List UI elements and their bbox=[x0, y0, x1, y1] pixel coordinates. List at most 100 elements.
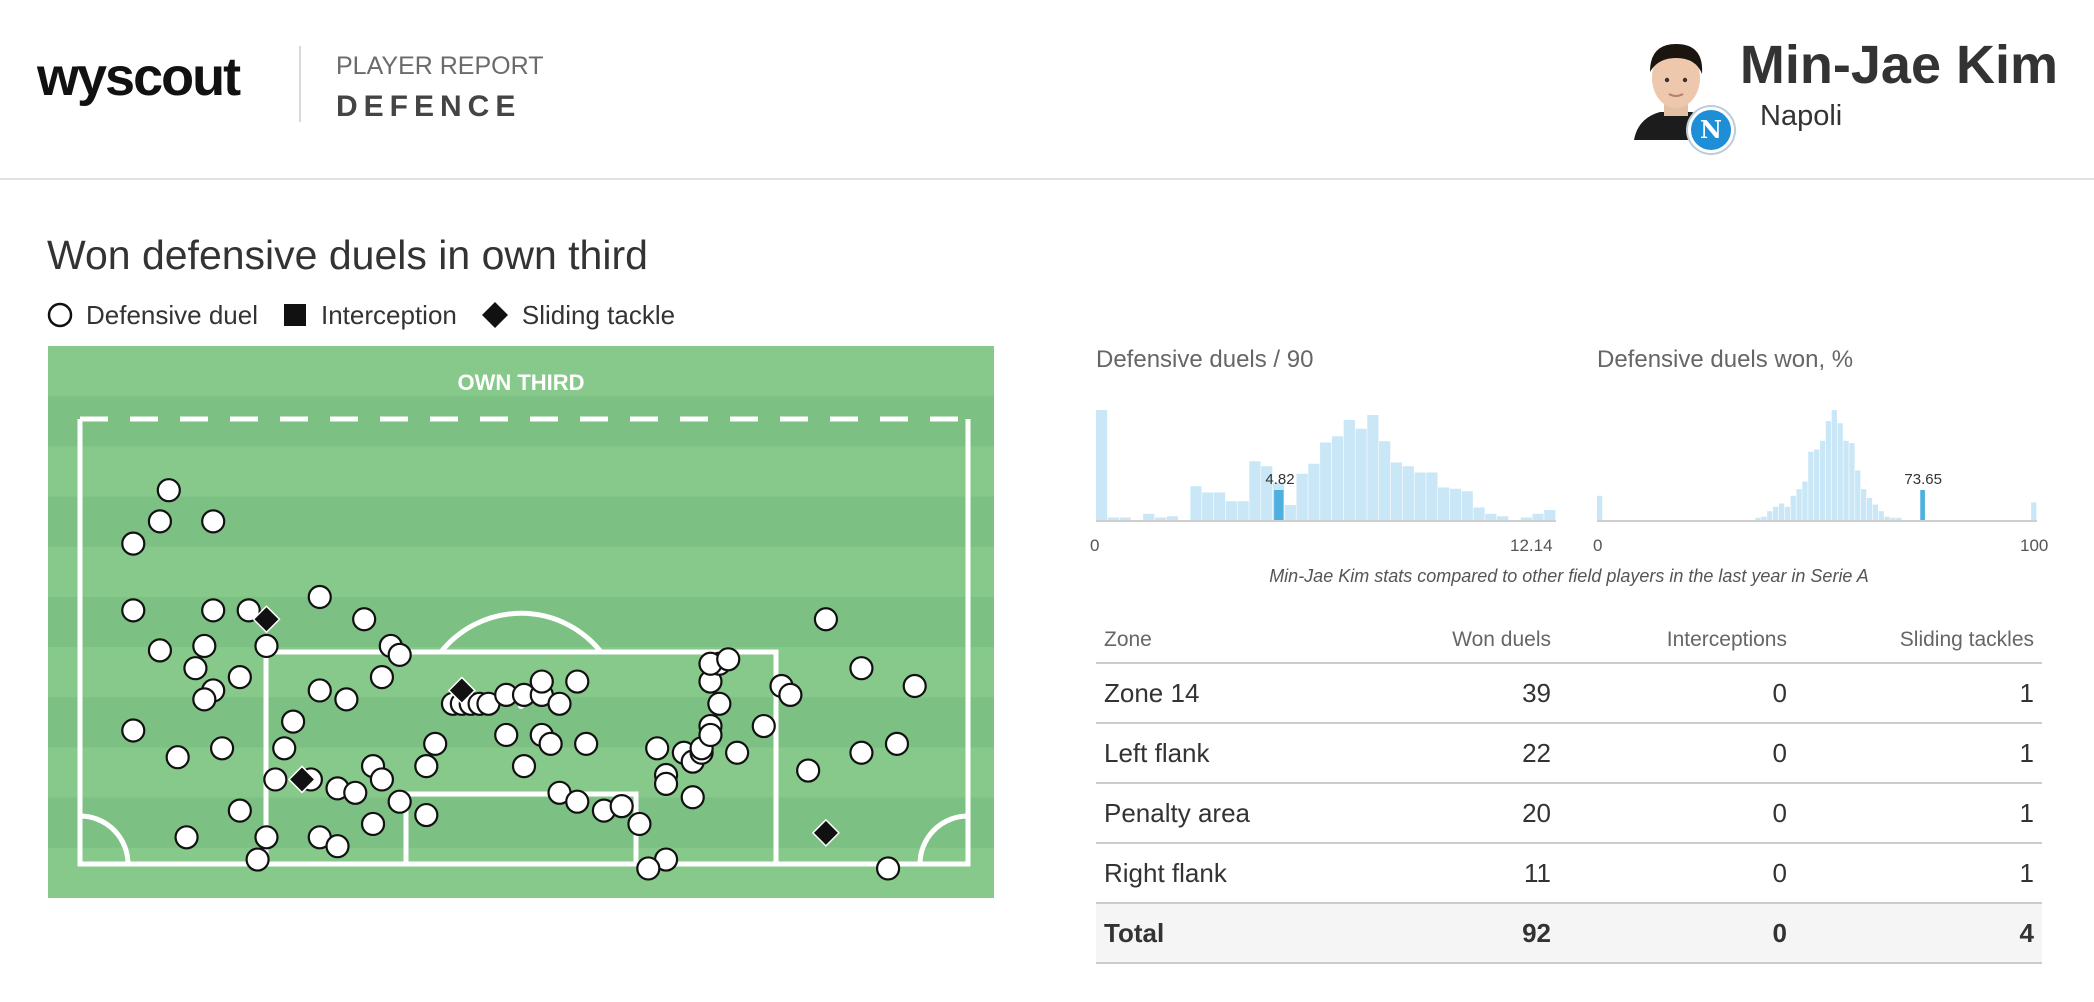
defensive-duel-marker bbox=[192, 687, 217, 712]
defensive-duel-marker bbox=[236, 598, 261, 623]
zone-cell: Left flank bbox=[1096, 723, 1336, 784]
defensive-duel-marker bbox=[875, 856, 901, 881]
defensive-duel-marker bbox=[707, 691, 732, 716]
hist-won-bar bbox=[1814, 449, 1820, 520]
hist-won-bar bbox=[1755, 517, 1761, 520]
total-interceptions: 0 bbox=[1559, 903, 1795, 964]
defensive-duel-marker bbox=[272, 736, 297, 761]
hist-duels-bar bbox=[1544, 510, 1556, 520]
hist-duels-bar bbox=[1107, 517, 1119, 520]
interceptions-cell: 0 bbox=[1559, 723, 1795, 784]
total-sliding-tackles: 4 bbox=[1795, 903, 2042, 964]
col-interceptions: Interceptions bbox=[1559, 618, 1795, 664]
defensive-duel-marker bbox=[325, 834, 350, 859]
report-header: wyscout PLAYER REPORT DEFENCE N Min-Jae … bbox=[0, 0, 2094, 180]
circle-icon bbox=[47, 302, 73, 328]
defensive-duel-marker bbox=[360, 811, 386, 837]
hist-duels-bar bbox=[1237, 501, 1249, 520]
hist-duels-bar bbox=[1331, 436, 1344, 520]
total-label: Total bbox=[1096, 903, 1336, 964]
defensive-duel-marker bbox=[849, 656, 874, 681]
defensive-duel-marker bbox=[627, 811, 652, 837]
hist-duels-bar bbox=[1497, 516, 1509, 520]
hist-duels-bar bbox=[1320, 442, 1332, 520]
hist-won-bar bbox=[1878, 511, 1884, 520]
hist-won-bar bbox=[1796, 489, 1802, 520]
hist-duels-bar bbox=[1390, 462, 1403, 520]
hist-duels-bar bbox=[1355, 428, 1367, 520]
hist-won-highlight-bar bbox=[1920, 490, 1925, 520]
hist-won-bar bbox=[1597, 495, 1603, 520]
defensive-duel-marker bbox=[813, 607, 839, 632]
defensive-duel-marker bbox=[565, 789, 590, 814]
hist-duels-bar bbox=[1379, 441, 1391, 520]
hist-duels-highlight-bar bbox=[1274, 490, 1284, 520]
pitch-stripe bbox=[48, 596, 994, 648]
hist-duels-bar bbox=[1202, 492, 1214, 520]
table-header-row: Zone Won duels Interceptions Sliding tac… bbox=[1096, 618, 2042, 664]
defensive-duel-marker bbox=[165, 745, 190, 770]
table-row: Left flank 22 0 1 bbox=[1096, 723, 2042, 784]
hist-duels-bar bbox=[1402, 466, 1414, 520]
defensive-duel-marker bbox=[201, 598, 226, 623]
defensive-duel-marker bbox=[263, 767, 288, 792]
zone-cell: Penalty area bbox=[1096, 783, 1336, 844]
hist-won-bar bbox=[1819, 440, 1826, 520]
won-duels-cell: 20 bbox=[1336, 783, 1559, 844]
player-name: Min-Jae Kim bbox=[1739, 35, 2058, 95]
defensive-duel-marker bbox=[538, 731, 563, 756]
hist-caption: Min-Jae Kim stats compared to other fiel… bbox=[1269, 566, 1869, 586]
section-title: Won defensive duels in own third bbox=[47, 232, 648, 278]
col-won-duels: Won duels bbox=[1336, 618, 1559, 664]
defensive-duel-marker bbox=[174, 825, 199, 850]
hist-duels-bar bbox=[1296, 473, 1308, 520]
defensive-duel-marker bbox=[680, 785, 705, 810]
report-label: PLAYER REPORT bbox=[336, 52, 544, 80]
hist-duels-bar bbox=[1166, 516, 1178, 520]
total-won-duels: 92 bbox=[1336, 903, 1559, 964]
defensive-duel-marker bbox=[796, 758, 821, 783]
hist-duels-highlight-label: 4.82 bbox=[1265, 471, 1294, 488]
hist-won-bar bbox=[1808, 451, 1814, 520]
defensive-duel-marker bbox=[369, 665, 395, 690]
sliding-tackles-cell: 1 bbox=[1795, 723, 2042, 784]
napoli-badge-icon: N bbox=[1688, 107, 1734, 153]
zones-table: Zone Won duels Interceptions Sliding tac… bbox=[1096, 618, 2042, 964]
defensive-duel-marker bbox=[343, 780, 368, 805]
won-duels-cell: 39 bbox=[1336, 663, 1559, 724]
defensive-duel-marker bbox=[192, 633, 217, 659]
hist-won-bar bbox=[1849, 443, 1855, 520]
defensive-duel-marker bbox=[245, 847, 270, 872]
defensive-duel-marker bbox=[653, 771, 679, 796]
legend-label: Interception bbox=[321, 299, 457, 330]
hist-duels-bar bbox=[1367, 415, 1379, 520]
hist-won-max: 100 bbox=[2020, 536, 2049, 555]
defensive-duel-marker bbox=[183, 656, 208, 681]
table-total-row: Total 92 0 4 bbox=[1096, 903, 2042, 964]
hist-duels-bar bbox=[1119, 517, 1131, 520]
hist-duels-bar bbox=[1426, 472, 1438, 520]
hist-won-bar bbox=[1861, 489, 1867, 520]
hist-won-bar bbox=[1761, 516, 1767, 520]
hist-won-bar bbox=[1843, 440, 1849, 520]
defensive-duel-marker bbox=[778, 682, 803, 707]
defensive-duel-marker bbox=[636, 856, 661, 881]
defensive-duel-marker bbox=[414, 754, 439, 779]
hist-won-bar bbox=[1896, 517, 1902, 520]
pitch-chart: OWN THIRD bbox=[48, 346, 994, 898]
hist-won-bar bbox=[1767, 511, 1773, 520]
hist-duels-bar bbox=[1414, 472, 1426, 520]
defensive-duel-marker bbox=[227, 798, 252, 823]
defensive-duel-marker bbox=[511, 754, 537, 779]
defensive-duel-marker bbox=[307, 678, 332, 703]
defensive-duel-marker bbox=[121, 531, 146, 556]
defensive-duel-marker bbox=[547, 691, 572, 716]
defensive-duel-marker bbox=[698, 722, 723, 748]
hist-duels-bar bbox=[1213, 492, 1226, 520]
header-divider bbox=[299, 46, 301, 122]
interceptions-cell: 0 bbox=[1559, 843, 1795, 904]
hist-duels-bar bbox=[1225, 501, 1237, 520]
col-zone: Zone bbox=[1096, 618, 1336, 664]
hist-duels-min: 0 bbox=[1090, 536, 1100, 555]
defensive-duel-marker bbox=[307, 584, 332, 610]
